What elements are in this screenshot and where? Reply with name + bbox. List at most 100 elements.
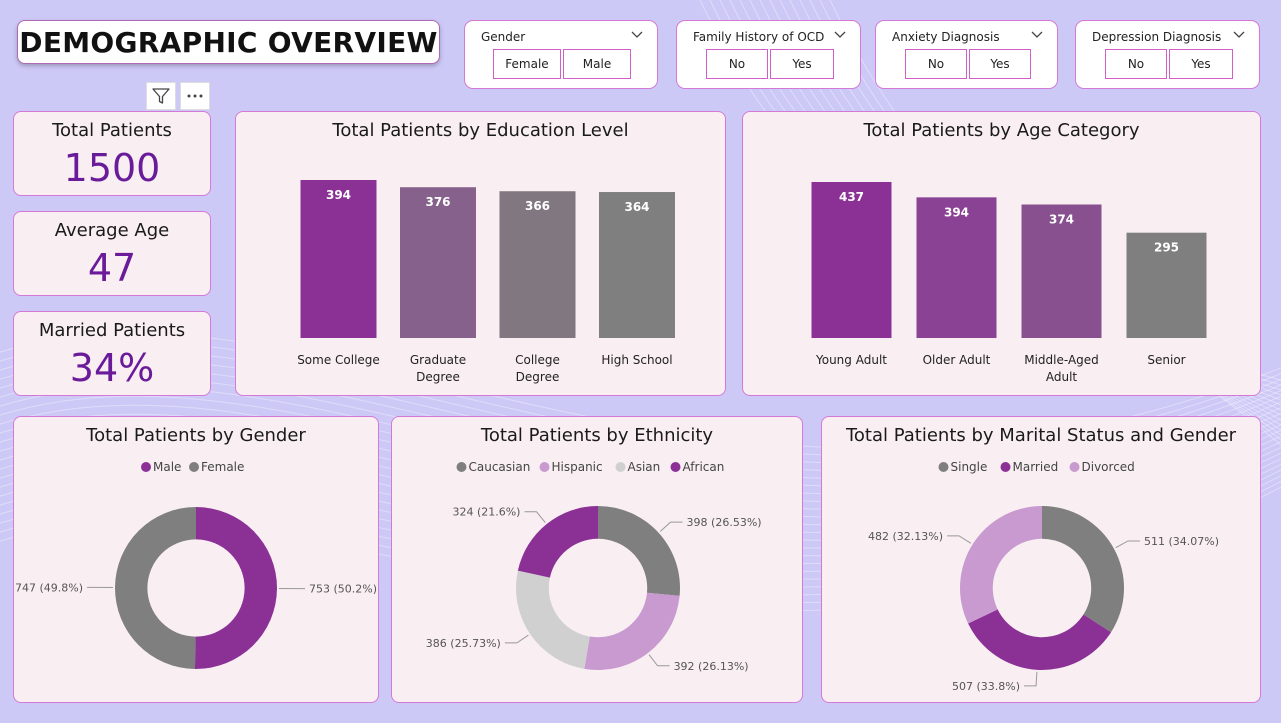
category-label: Degree — [416, 370, 460, 384]
donut-slice[interactable] — [598, 506, 680, 596]
chevron-down-icon[interactable] — [1031, 31, 1043, 39]
category-label: Middle-Aged — [1024, 353, 1099, 367]
chart-title: Total Patients by Gender — [86, 425, 306, 446]
bar[interactable] — [1021, 204, 1102, 338]
page-title: DEMOGRAPHIC OVERVIEW — [19, 25, 438, 59]
donut-slice[interactable] — [584, 592, 680, 670]
bar[interactable] — [300, 180, 377, 338]
kpi-married-patients: Married Patients 34% — [13, 311, 211, 396]
leader-line — [1115, 540, 1140, 549]
legend: Male Female — [141, 460, 244, 474]
category-label: High School — [601, 353, 672, 367]
legend-item[interactable]: Hispanic — [552, 460, 603, 474]
bar-chart-education: 394 Some College 376 Graduate Degree 366 Colle… — [297, 180, 675, 384]
data-label: 398 (26.53%) — [687, 516, 762, 529]
chevron-down-icon[interactable] — [1233, 31, 1245, 39]
slicer-anxiety: Anxiety Diagnosis No Yes — [875, 20, 1058, 89]
chart-title: Total Patients by Marital Status and Gen… — [845, 425, 1237, 446]
kpi-average-age: Average Age 47 — [13, 211, 211, 296]
bar[interactable] — [1126, 232, 1207, 338]
slicer-option-yes[interactable]: Yes — [1169, 49, 1233, 79]
kpi-value: 34% — [69, 346, 155, 390]
slicer-depression: Depression Diagnosis No Yes — [1075, 20, 1260, 89]
chevron-down-icon[interactable] — [631, 31, 643, 39]
data-label: 295 — [1154, 241, 1179, 255]
legend-marker — [539, 462, 550, 472]
slicer-option-no[interactable]: No — [905, 49, 967, 79]
bar[interactable] — [599, 192, 675, 338]
bar[interactable] — [499, 191, 576, 338]
leader-line — [504, 634, 529, 644]
slicer-option-female[interactable]: Female — [493, 49, 561, 79]
slicer-option-male[interactable]: Male — [563, 49, 631, 79]
dashboard-title-box: DEMOGRAPHIC OVERVIEW — [17, 20, 440, 64]
kpi-label: Average Age — [54, 220, 170, 241]
data-label: 511 (34.07%) — [1144, 535, 1219, 548]
legend: Caucasian Hispanic Asian African — [456, 460, 725, 474]
legend-item[interactable]: Asian — [628, 460, 661, 474]
kpi-total-patients: Total Patients 1500 — [13, 111, 211, 196]
legend-marker — [938, 462, 949, 472]
donut-slice[interactable] — [114, 507, 196, 669]
donut-slice[interactable] — [516, 570, 590, 669]
chart-age-category: Total Patients by Age Category 437 Young … — [742, 111, 1261, 396]
slicer-family-history: Family History of OCD No Yes — [676, 20, 861, 89]
data-label: 394 — [944, 205, 969, 219]
donut-slice[interactable] — [1042, 506, 1124, 633]
chart-marital-status: Total Patients by Marital Status and Gen… — [821, 416, 1261, 703]
data-label: 386 (25.73%) — [426, 637, 501, 650]
slicer-option-no[interactable]: No — [1105, 49, 1167, 79]
slicer-title: Family History of OCD — [693, 30, 825, 44]
slicer-title: Anxiety Diagnosis — [892, 30, 1000, 44]
legend-item[interactable]: Divorced — [1082, 460, 1135, 474]
data-label: 376 — [425, 195, 450, 209]
kpi-label: Total Patients — [52, 120, 172, 141]
donut-chart-ethnicity: Caucasian Hispanic Asian African 398 (26.53%… — [426, 460, 762, 673]
legend-marker — [189, 462, 199, 472]
data-label: 392 (26.13%) — [674, 660, 749, 673]
legend-item[interactable]: Married — [1013, 460, 1059, 474]
kpi-value: 1500 — [63, 146, 161, 190]
legend-marker — [1000, 462, 1011, 472]
legend-item[interactable]: Male — [153, 460, 181, 474]
kpi-value: 47 — [87, 246, 137, 290]
chart-gender: Total Patients by Gender Male Female 753 (… — [13, 416, 379, 703]
chart-title: Total Patients by Age Category — [863, 120, 1140, 141]
legend-item[interactable]: Caucasian — [469, 460, 531, 474]
bar[interactable] — [400, 187, 476, 338]
legend: Single Married Divorced — [938, 460, 1135, 474]
leader-line — [1024, 671, 1038, 687]
donut-slice[interactable] — [517, 506, 598, 578]
filter-button[interactable] — [146, 82, 176, 110]
legend-marker — [1069, 462, 1080, 472]
legend-marker — [456, 462, 467, 472]
data-label: 364 — [624, 200, 649, 214]
slicer-option-no[interactable]: No — [706, 49, 768, 79]
kpi-label: Married Patients — [38, 320, 186, 341]
legend-item[interactable]: Female — [201, 460, 244, 474]
data-label: 437 — [839, 190, 864, 204]
category-label: Some College — [297, 353, 380, 367]
donut-slice[interactable] — [194, 507, 277, 669]
slicer-option-yes[interactable]: Yes — [969, 49, 1031, 79]
leader-line — [648, 654, 670, 667]
category-label: Degree — [516, 370, 560, 384]
legend-item[interactable]: African — [683, 460, 725, 474]
donut-slice[interactable] — [968, 609, 1112, 670]
donut-chart-marital-status: Single Married Divorced 511 (34.07%) 507 (33… — [868, 460, 1219, 693]
chevron-down-icon[interactable] — [834, 31, 846, 39]
bar[interactable] — [916, 197, 997, 338]
data-label: 747 (49.8%) — [15, 581, 83, 594]
category-label: Graduate — [410, 353, 466, 367]
more-options-button[interactable] — [180, 82, 210, 110]
legend-marker — [615, 462, 626, 472]
slicer-option-yes[interactable]: Yes — [770, 49, 834, 79]
category-label: Adult — [1046, 370, 1078, 384]
more-options-icon — [187, 94, 203, 98]
legend-item[interactable]: Single — [951, 460, 988, 474]
chart-title: Total Patients by Ethnicity — [480, 425, 714, 446]
leader-line — [947, 535, 972, 544]
donut-slice[interactable] — [960, 506, 1042, 624]
bar[interactable] — [811, 182, 892, 338]
slicer-gender: Gender Female Male — [464, 20, 658, 89]
